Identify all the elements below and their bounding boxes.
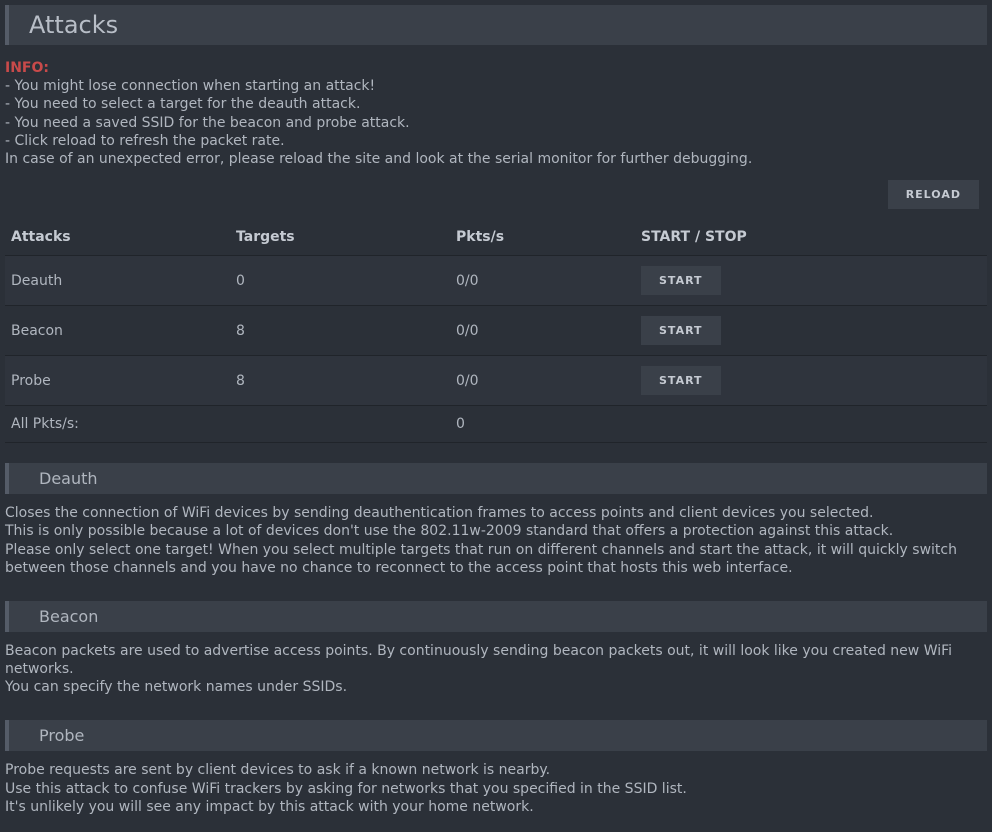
cell-action: START [635,356,987,406]
info-line-2: - You need a saved SSID for the beacon a… [5,115,410,131]
cell-targets: 0 [230,256,450,306]
th-attacks: Attacks [5,219,230,256]
start-button-probe[interactable]: START [641,366,721,395]
info-line-4: In case of an unexpected error, please r… [5,151,752,167]
table-row-total: All Pkts/s: 0 [5,406,987,443]
table-row-beacon: Beacon 8 0/0 START [5,306,987,356]
th-pkts: Pkts/s [450,219,635,256]
start-button-deauth[interactable]: START [641,266,721,295]
table-row-deauth: Deauth 0 0/0 START [5,256,987,306]
section-header-deauth: Deauth [5,463,987,494]
info-line-0: - You might lose connection when startin… [5,78,375,94]
cell-targets: 8 [230,356,450,406]
cell-action: START [635,256,987,306]
page-title: Attacks [29,11,967,39]
th-action: START / STOP [635,219,987,256]
attacks-table: Attacks Targets Pkts/s START / STOP Deau… [5,219,987,443]
reload-button[interactable]: RELOAD [888,180,979,209]
cell-pkts: 0/0 [450,356,635,406]
cell-action: START [635,306,987,356]
info-label: INFO: [5,60,49,76]
cell-total-value: 0 [450,406,635,443]
info-line-3: - Click reload to refresh the packet rat… [5,133,285,149]
section-body-probe: Probe requests are sent by client device… [5,761,987,820]
cell-name: Beacon [5,306,230,356]
cell-pkts: 0/0 [450,306,635,356]
table-row-probe: Probe 8 0/0 START [5,356,987,406]
cell-empty [230,406,450,443]
section-header-probe: Probe [5,720,987,751]
cell-pkts: 0/0 [450,256,635,306]
section-title-probe: Probe [29,726,967,745]
cell-empty [635,406,987,443]
info-block: INFO: - You might lose connection when s… [5,59,987,176]
reload-row: RELOAD [5,176,987,219]
section-title-beacon: Beacon [29,607,967,626]
cell-name: Probe [5,356,230,406]
section-title-deauth: Deauth [29,469,967,488]
cell-targets: 8 [230,306,450,356]
section-body-beacon: Beacon packets are used to advertise acc… [5,642,987,701]
section-body-deauth: Closes the connection of WiFi devices by… [5,504,987,581]
cell-name: Deauth [5,256,230,306]
th-targets: Targets [230,219,450,256]
section-header-beacon: Beacon [5,601,987,632]
cell-total-label: All Pkts/s: [5,406,230,443]
page-header: Attacks [5,5,987,45]
start-button-beacon[interactable]: START [641,316,721,345]
info-line-1: - You need to select a target for the de… [5,96,360,112]
